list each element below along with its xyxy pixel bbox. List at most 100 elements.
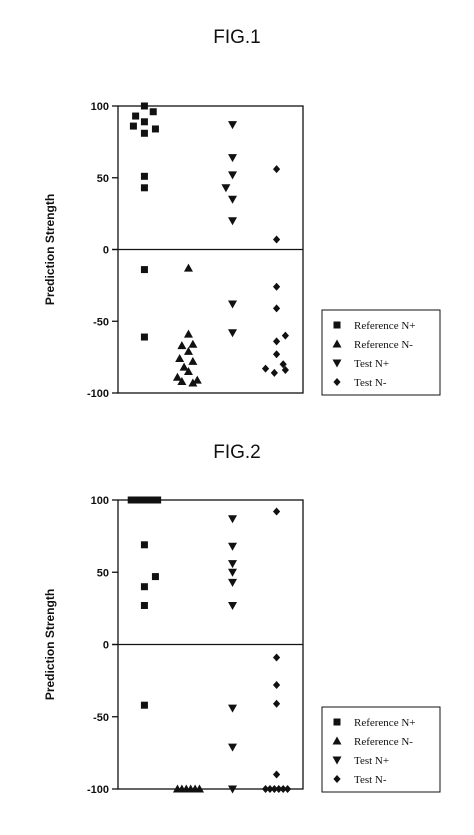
data-point — [140, 118, 148, 126]
data-point — [140, 129, 148, 137]
y-tick-label: 100 — [91, 495, 109, 507]
data-point — [279, 360, 287, 369]
data-point — [228, 785, 238, 794]
y-tick-label: -50 — [93, 316, 109, 328]
y-tick-label: 50 — [97, 173, 109, 185]
legend-entry: Reference N+ — [354, 320, 415, 332]
data-point — [228, 515, 238, 524]
data-point — [177, 341, 187, 350]
figure-1-chart: 100 50 0 -50 -100 Prediction Strength Referenc… — [43, 101, 441, 400]
data-point — [151, 125, 159, 133]
data-point — [140, 172, 148, 180]
figure-2-title: FIG.2 — [213, 442, 261, 463]
legend: Reference N+ Reference N- Test N+ Test N- — [321, 706, 441, 793]
data-point — [140, 496, 148, 504]
data-point — [140, 701, 148, 709]
data-point — [272, 165, 281, 174]
data-point — [272, 337, 281, 346]
y-tick-label: 0 — [103, 640, 109, 652]
data-point — [183, 366, 193, 375]
data-point — [140, 184, 148, 192]
data-point — [272, 235, 281, 244]
data-point — [272, 507, 281, 516]
data-point — [149, 496, 157, 504]
data-point — [149, 108, 157, 116]
data-point — [172, 372, 182, 381]
data-point — [272, 282, 281, 291]
data-point — [140, 601, 148, 609]
data-point — [151, 573, 159, 581]
data-point — [140, 102, 148, 110]
data-point — [145, 496, 153, 504]
data-point — [179, 362, 189, 371]
data-point — [272, 699, 281, 708]
data-point — [261, 364, 270, 373]
data-point — [275, 785, 283, 793]
legend-entry: Test N+ — [354, 358, 389, 370]
data-point — [183, 263, 193, 272]
data-point — [272, 304, 281, 313]
data-point — [188, 339, 198, 348]
legend-marker — [332, 339, 342, 348]
legend: Reference N+ Reference N- Test N+ Test N- — [321, 309, 441, 396]
data-point — [228, 704, 238, 713]
data-point — [228, 601, 238, 610]
data-point — [228, 568, 238, 577]
data-point — [281, 331, 289, 340]
y-axis-label: Prediction Strength — [43, 194, 57, 305]
data-point — [188, 378, 198, 387]
data-point — [228, 195, 238, 204]
legend-marker — [332, 359, 342, 368]
legend-marker — [333, 321, 341, 329]
y-tick-label: 0 — [103, 245, 109, 257]
data-point — [283, 785, 292, 793]
legend-marker — [333, 718, 341, 726]
legend-entry: Reference N- — [354, 736, 413, 748]
data-point — [266, 785, 274, 793]
legend-entry: Test N- — [354, 377, 387, 389]
data-point — [136, 496, 144, 504]
y-tick-label: 50 — [97, 567, 109, 579]
data-point — [272, 680, 281, 689]
y-tick-label: -50 — [93, 712, 109, 724]
data-point — [140, 583, 148, 591]
data-point — [177, 377, 187, 386]
data-point — [140, 266, 148, 274]
y-tick-label: 100 — [91, 101, 109, 113]
data-point — [175, 354, 185, 363]
y-axis-label: Prediction Strength — [43, 589, 57, 700]
figure-2-chart: 100 50 0 -50 -100 Prediction Strength Referenc… — [43, 495, 441, 796]
data-point — [228, 329, 238, 338]
data-point — [228, 560, 238, 569]
data-point — [228, 542, 238, 551]
data-point — [132, 496, 140, 504]
legend-entry: Reference N- — [354, 339, 413, 351]
data-point — [272, 350, 281, 359]
legend-marker — [333, 775, 341, 783]
data-point — [228, 217, 238, 226]
y-tick-label: -100 — [87, 388, 109, 400]
data-point — [221, 184, 231, 193]
data-point — [188, 356, 198, 365]
legend-marker — [333, 378, 341, 386]
y-tick-label: -100 — [87, 784, 109, 796]
data-point — [192, 375, 202, 384]
legend-box — [321, 706, 441, 793]
data-point — [272, 653, 281, 662]
data-point — [154, 496, 162, 504]
data-point — [272, 770, 281, 779]
legend-entry: Test N- — [354, 774, 387, 786]
data-point — [194, 784, 204, 793]
legend-marker — [332, 736, 342, 745]
legend-entry: Test N+ — [354, 755, 389, 767]
data-point — [183, 346, 193, 355]
legend-box — [321, 309, 441, 396]
data-point — [261, 785, 270, 793]
data-point — [132, 112, 140, 120]
data-point — [129, 122, 137, 130]
data-point — [228, 578, 238, 587]
data-point — [281, 366, 289, 375]
data-point — [127, 496, 135, 504]
data-point — [140, 333, 148, 341]
